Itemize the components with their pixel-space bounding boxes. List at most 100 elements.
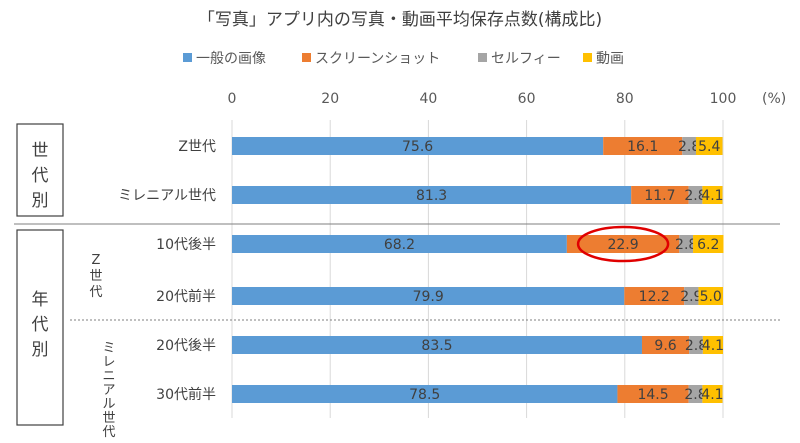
- category-label: 30代前半: [156, 386, 216, 403]
- bar-segment: [689, 336, 703, 354]
- svg-text:代: 代: [89, 285, 102, 300]
- category-label: Z世代: [178, 139, 216, 155]
- data-label: 6.2: [697, 237, 719, 253]
- bars: 75.6 16.1 2.85.481.3 11.7 2.84.168.2 22.9 2.8 6…: [232, 137, 724, 403]
- bar-segment: [693, 235, 724, 253]
- svg-text:ア: ア: [102, 383, 115, 398]
- data-label: 68.2: [384, 237, 415, 253]
- unit-label: (%): [762, 91, 786, 107]
- category-label: ミレニアル世代: [118, 188, 216, 204]
- category-label: 20代前半: [156, 288, 216, 305]
- group-box: [16, 229, 64, 426]
- svg-text:代: 代: [32, 315, 49, 335]
- legend-label: スクリーンショット: [315, 51, 440, 67]
- svg-text:別: 別: [32, 340, 49, 360]
- bar-segment: [624, 287, 685, 305]
- bar-segment: [631, 186, 689, 204]
- bar-segment: [695, 137, 723, 155]
- bar-segment: [232, 287, 625, 305]
- legend-label: 一般の画像: [196, 51, 266, 67]
- group-box: [16, 123, 64, 217]
- svg-text:ミ: ミ: [102, 341, 115, 356]
- x-axis-ticks: 0 20 40 60 80 100: [228, 91, 737, 107]
- legend-swatch: [302, 53, 311, 62]
- svg-text:ニ: ニ: [102, 369, 115, 384]
- bar-segment: [688, 385, 703, 403]
- svg-text:世: 世: [102, 411, 115, 426]
- data-label: 12.2: [639, 289, 670, 305]
- bar-segment: [232, 186, 632, 204]
- bar-segment: [232, 385, 618, 403]
- category-label: 10代後半: [156, 237, 216, 253]
- legend-swatch: [478, 53, 487, 62]
- data-label: 83.5: [421, 338, 452, 354]
- data-label: 79.9: [413, 289, 444, 305]
- svg-text:ル: ル: [102, 397, 115, 412]
- data-label: 78.5: [409, 387, 440, 403]
- bar-segment: [232, 235, 567, 253]
- bar-segment: [566, 235, 680, 253]
- svg-text:代: 代: [32, 166, 49, 186]
- data-label: 2.8: [684, 188, 706, 204]
- bar-segment: [682, 137, 696, 155]
- bar-segment: [684, 287, 699, 305]
- data-label: 2.8: [675, 237, 697, 253]
- svg-text:レ: レ: [102, 355, 115, 370]
- data-label: 5.4: [698, 139, 720, 155]
- data-label: 81.3: [416, 188, 447, 204]
- legend-label: 動画: [596, 51, 624, 67]
- svg-text:年: 年: [32, 290, 49, 310]
- data-label: 22.9: [607, 237, 638, 253]
- bar-segment: [232, 336, 642, 354]
- bar-segment: [679, 235, 694, 253]
- bar-segment: [232, 137, 604, 155]
- x-tick-label: 0: [228, 91, 237, 107]
- data-label: 5.0: [700, 289, 722, 305]
- x-tick-label: 80: [616, 91, 634, 107]
- svg-text:別: 別: [32, 191, 49, 211]
- subgroup-label: Z世代: [89, 253, 102, 300]
- category-label: 20代後半: [156, 338, 216, 354]
- subgroup-label: ミレニアル世代: [102, 341, 115, 440]
- bar-segment: [688, 186, 703, 204]
- data-label: 2.8: [685, 338, 707, 354]
- bar-segment: [698, 287, 723, 305]
- group-label: 世代別: [32, 141, 49, 211]
- data-label: 14.5: [637, 387, 668, 403]
- bar-segment: [603, 137, 683, 155]
- data-label: 75.6: [402, 139, 433, 155]
- chart-title: 「写真」アプリ内の写真・動画平均保存点数(構成比): [198, 10, 602, 30]
- bar-segment: [617, 385, 689, 403]
- x-tick-label: 100: [710, 91, 737, 107]
- data-label: 16.1: [627, 139, 658, 155]
- legend-label: セルフィー: [491, 51, 561, 67]
- data-label: 2.8: [678, 139, 700, 155]
- legend-swatch: [583, 53, 592, 62]
- data-label: 2.9: [680, 289, 702, 305]
- data-label: 9.6: [654, 338, 676, 354]
- data-label: 4.1: [702, 338, 724, 354]
- highlight-circle: [576, 225, 670, 263]
- x-tick-label: 40: [419, 91, 437, 107]
- bar-segment: [702, 186, 723, 204]
- data-label: 4.1: [701, 387, 723, 403]
- bar-segment: [641, 336, 690, 354]
- x-tick-label: 60: [518, 91, 536, 107]
- data-label: 11.7: [644, 188, 675, 204]
- svg-text:世: 世: [32, 141, 49, 161]
- bar-segment: [702, 385, 723, 403]
- highlight-ellipse: [576, 225, 670, 263]
- gridlines: [231, 120, 724, 418]
- bar-segment: [702, 336, 723, 354]
- x-tick-label: 20: [321, 91, 339, 107]
- data-label: 2.8: [684, 387, 706, 403]
- svg-text:Z: Z: [92, 253, 101, 268]
- svg-text:代: 代: [102, 425, 115, 440]
- legend: 一般の画像 スクリーンショット セルフィー 動画: [183, 51, 624, 67]
- data-label: 4.1: [701, 188, 723, 204]
- legend-swatch: [183, 53, 192, 62]
